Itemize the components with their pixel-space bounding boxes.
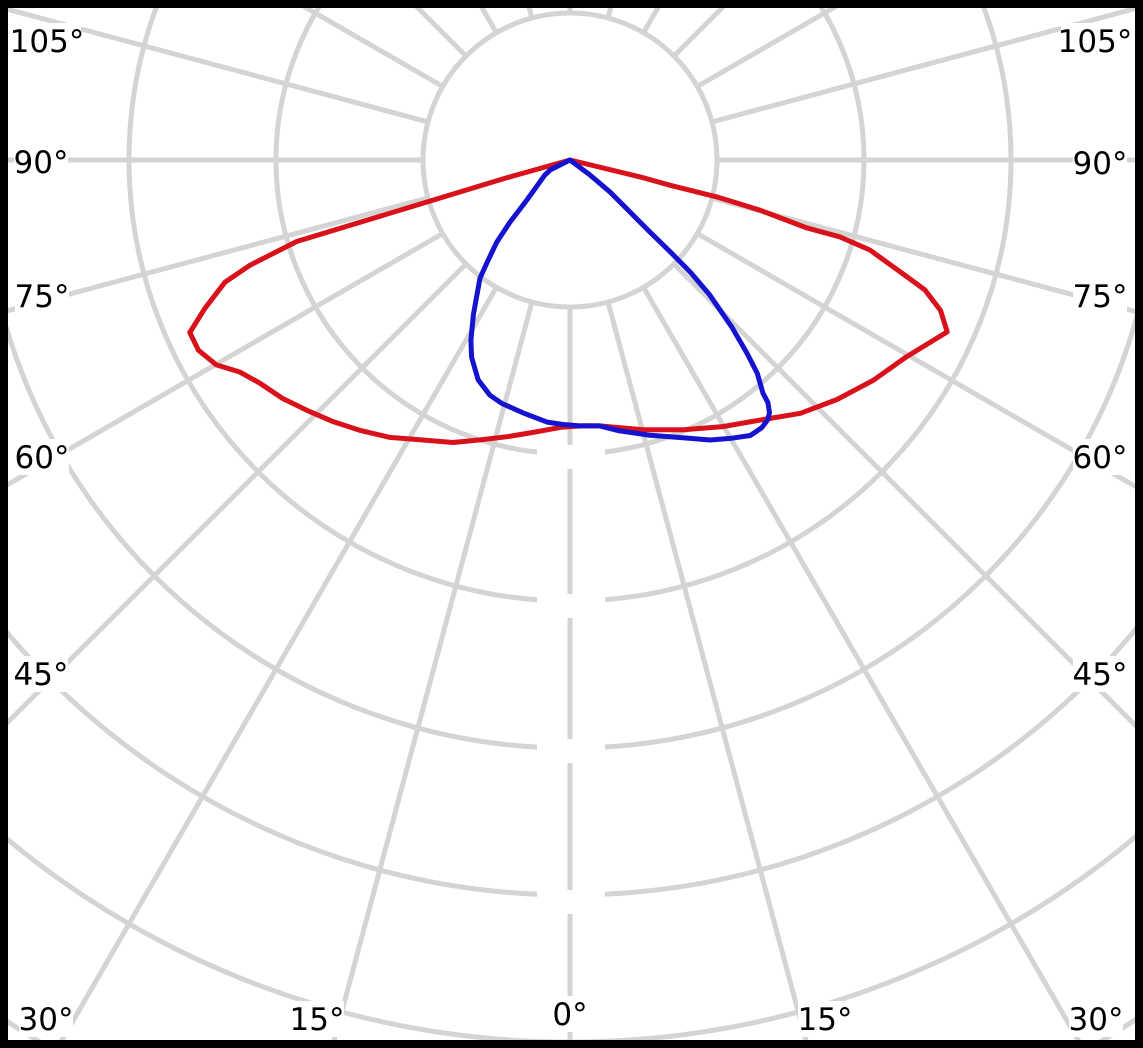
grid-spoke (7, 231, 444, 488)
angle-label-bg (1073, 439, 1127, 475)
angle-label-bg (14, 144, 68, 180)
grid-spoke (711, 195, 1136, 315)
angle-label: 90° (14, 145, 69, 181)
angle-label: 15° (290, 1002, 345, 1038)
blank-value-box (537, 890, 605, 914)
grid-spoke (7, 262, 468, 727)
angle-label: 105° (1058, 24, 1133, 60)
angle-label-bg (1069, 1001, 1123, 1037)
grid-spoke (7, 195, 429, 314)
angle-label-bg (15, 439, 69, 475)
angle-label: 30° (1069, 1002, 1124, 1038)
angle-label-bg (19, 1001, 73, 1037)
angle-label: 0° (552, 997, 587, 1033)
angle-label: 75° (1073, 279, 1128, 315)
angle-label: 60° (15, 440, 70, 476)
grid-spoke (605, 301, 809, 1041)
angle-label: 90° (1073, 146, 1128, 182)
grid-spoke (672, 262, 1136, 730)
angle-label-bg (1073, 278, 1127, 314)
angle-label-bg (1073, 656, 1127, 692)
angle-label-bg (290, 1001, 344, 1037)
angle-label: 105° (10, 24, 85, 60)
angle-label-bg (1061, 23, 1129, 59)
angle-label-bg (798, 1001, 852, 1037)
blank-value-box (537, 739, 605, 763)
angle-label: 30° (19, 1002, 74, 1038)
angle-label-bg (15, 278, 69, 314)
grid-spoke (696, 231, 1136, 490)
blank-value-box (537, 445, 605, 469)
grid-spoke (711, 7, 1136, 125)
angle-label: 75° (15, 279, 70, 315)
angle-label: 15° (798, 1002, 853, 1038)
angle-label-bg (14, 656, 68, 692)
narrow-distribution-curve (468, 157, 772, 443)
grid-spoke (331, 301, 535, 1041)
angle-label: 45° (14, 657, 69, 693)
angle-label-bg (549, 996, 591, 1032)
angle-label: 60° (1073, 440, 1128, 476)
angle-label: 45° (1073, 657, 1128, 693)
angle-label-bg (1073, 145, 1127, 181)
grid-spoke (58, 286, 499, 1041)
angle-label-bg (13, 23, 81, 59)
wide-distribution-curve (187, 157, 950, 445)
blank-value-box (537, 594, 605, 618)
grid-spoke (641, 286, 1082, 1041)
grid-spoke (7, 7, 429, 125)
